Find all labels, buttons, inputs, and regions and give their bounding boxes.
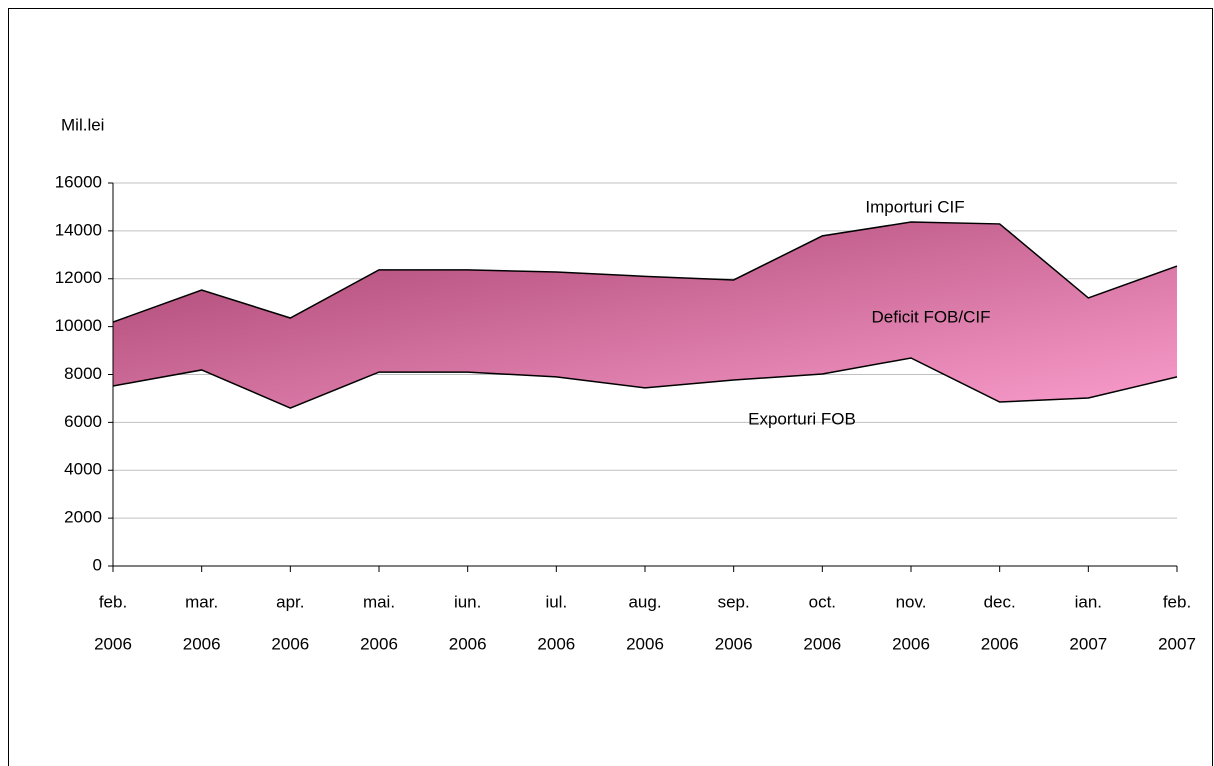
series-label: Importuri CIF [865, 197, 964, 216]
x-tick-label: apr. [276, 592, 304, 611]
x-tick-label: 2006 [803, 634, 841, 653]
x-tick-label: 2006 [271, 634, 309, 653]
x-tick-label: 2007 [1158, 634, 1196, 653]
x-tick-label: nov. [896, 592, 927, 611]
x-tick-label: 2006 [892, 634, 930, 653]
x-tick-label: iun. [454, 592, 481, 611]
x-tick-label: dec. [984, 592, 1016, 611]
y-axis-label: Mil.lei [61, 115, 104, 134]
y-tick-label: 8000 [64, 364, 102, 383]
y-tick-label: 14000 [55, 220, 102, 239]
x-tick-label: mar. [185, 592, 218, 611]
x-tick-label: 2006 [981, 634, 1019, 653]
series-label: Exporturi FOB [748, 409, 856, 428]
frame [8, 8, 1213, 766]
y-tick-label: 16000 [55, 172, 102, 191]
y-tick-label: 10000 [55, 316, 102, 335]
x-tick-label: 2006 [449, 634, 487, 653]
x-tick-label: iul. [545, 592, 567, 611]
y-tick-label: 12000 [55, 268, 102, 287]
series-line [112, 357, 1178, 409]
x-tick-label: 2006 [183, 634, 221, 653]
x-tick-label: sep. [718, 592, 750, 611]
x-tick-label: 2006 [94, 634, 132, 653]
y-tick-label: 2000 [64, 508, 102, 527]
y-tick-label: 0 [93, 555, 102, 574]
x-tick-label: 2006 [715, 634, 753, 653]
x-tick-label: feb. [1163, 592, 1191, 611]
deficit-area [113, 222, 1177, 409]
area-label: Deficit FOB/CIF [871, 307, 990, 326]
series-line [112, 221, 1178, 323]
y-tick-label: 4000 [64, 460, 102, 479]
y-tick-label: 6000 [64, 412, 102, 431]
x-tick-label: aug. [628, 592, 661, 611]
x-tick-label: ian. [1075, 592, 1102, 611]
x-tick-label: mai. [363, 592, 395, 611]
x-tick-label: 2006 [537, 634, 575, 653]
x-tick-label: feb. [99, 592, 127, 611]
x-tick-label: 2006 [360, 634, 398, 653]
x-tick-label: oct. [809, 592, 836, 611]
x-tick-label: 2006 [626, 634, 664, 653]
x-tick-label: 2007 [1069, 634, 1107, 653]
